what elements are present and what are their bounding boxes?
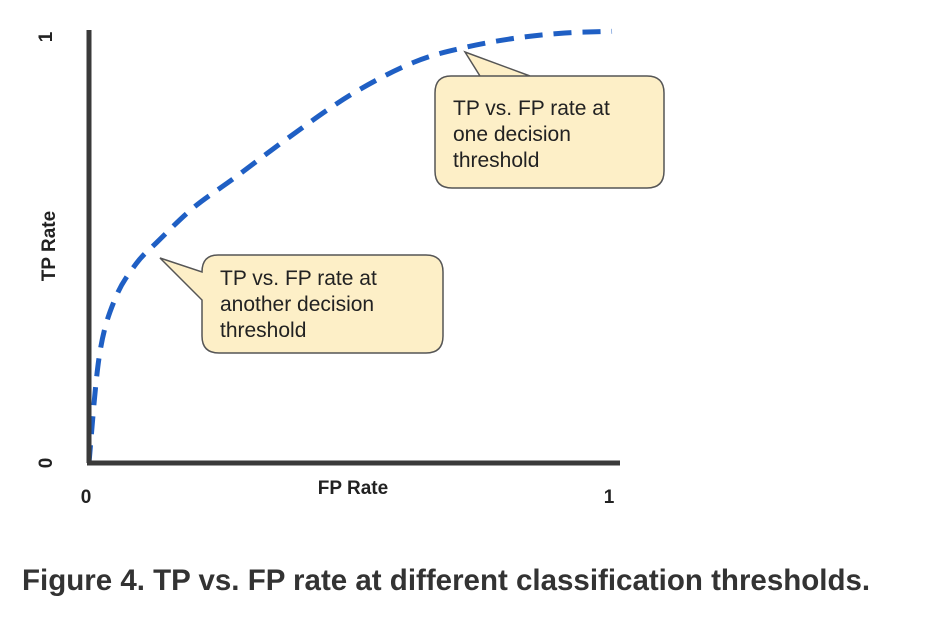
callout-one-threshold-bubble [434,50,665,189]
callout-another-threshold-bubble [159,254,444,354]
curve-layer [86,28,613,464]
roc-curve-line-0 [86,28,613,464]
figure-caption: Figure 4. TP vs. FP rate at different cl… [22,564,871,597]
callout-another-line-3: threshold [220,319,306,342]
callout-one-line-1: TP vs. FP rate at [453,97,610,120]
x-tick-label-left: 0 [81,487,92,508]
x-tick-label-right: 1 [604,487,615,508]
roc-chart: 1 0 TP Rate 0 1 FP Rate TP vs. FP rate a… [36,28,665,508]
callout-one-line-3: threshold [453,149,539,172]
x-axis-title: FP Rate [318,478,388,499]
y-tick-label-bottom: 0 [36,458,57,469]
y-axis-title: TP Rate [39,211,60,281]
callout-another-threshold: TP vs. FP rate at another decision thres… [159,254,444,354]
y-tick-label-top: 1 [36,31,57,42]
callout-another-line-2: another decision [220,293,374,316]
callout-another-line-1: TP vs. FP rate at [220,267,377,290]
callout-one-line-2: one decision [453,123,571,146]
callout-one-threshold: TP vs. FP rate at one decision threshold [434,50,665,189]
